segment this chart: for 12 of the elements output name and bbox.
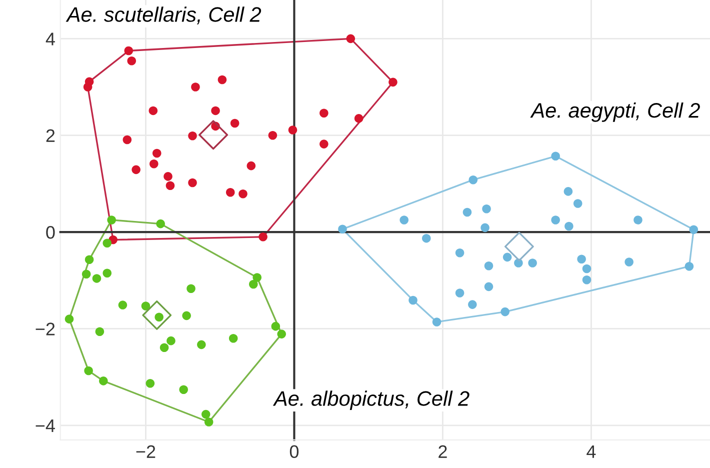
text: Ae. albopictus, Cell 2: [272, 390, 470, 410]
x-tick-label: −2: [136, 445, 156, 458]
x-tick-label: 0: [290, 445, 299, 458]
y-tick-label: 4: [46, 32, 55, 46]
y-tick-label: −2: [36, 322, 55, 336]
text: Ae. scutellaris, Cell 2: [66, 6, 262, 24]
y-tick-label: 0: [46, 226, 55, 239]
y-tick-label: −4: [36, 420, 55, 432]
series-label: Ae. aegypti, Cell 2: [530, 102, 700, 122]
x-tick-label: 2: [438, 445, 447, 458]
y-tick-label: 2: [46, 129, 55, 142]
x-tick-label: 4: [586, 445, 596, 458]
